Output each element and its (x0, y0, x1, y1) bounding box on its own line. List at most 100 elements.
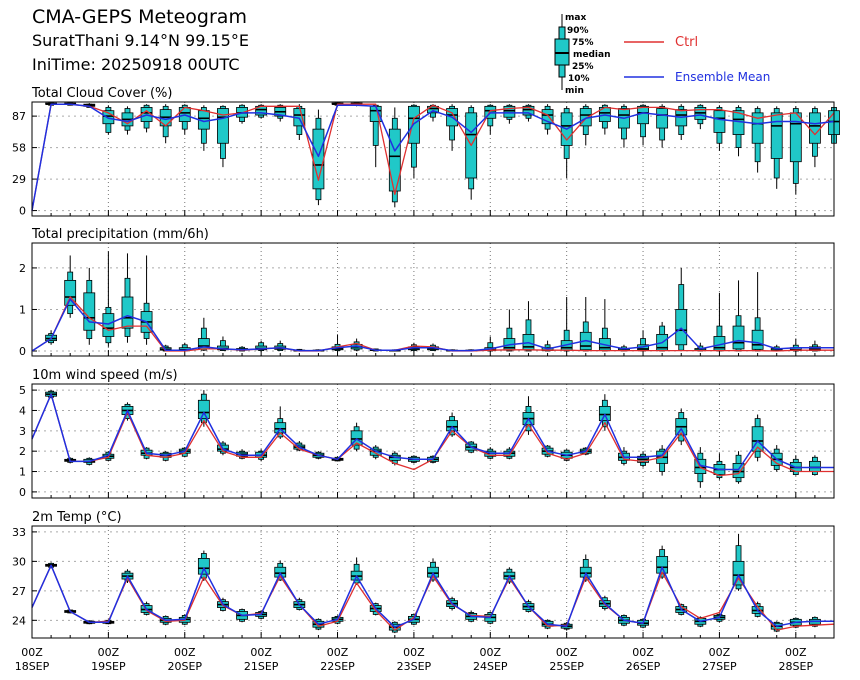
ensemble-box (159, 104, 172, 144)
box-inner (217, 108, 229, 144)
ensemble-box (789, 338, 802, 352)
ensemble-box (140, 104, 153, 133)
x-tick-label: 27SEP (702, 660, 737, 673)
box-inner (197, 399, 210, 420)
ctrl-series-line (31, 564, 835, 631)
ensemble-box (121, 106, 134, 135)
ctrl-series-line (31, 103, 835, 211)
ensemble-box (770, 106, 783, 189)
panel-title: Total precipitation (mm/6h) (31, 227, 209, 242)
x-tick-label: 00Z (174, 646, 196, 659)
mean-series-line (31, 393, 834, 471)
mean-series-line (31, 564, 834, 628)
box-inner (522, 105, 535, 116)
box-inner (350, 430, 363, 446)
x-tick-label: 24SEP (473, 660, 508, 673)
y-tick-label: 1 (19, 466, 26, 479)
ensemble-box (656, 321, 669, 352)
init-time-label: IniTime: 20250918 00UTC (32, 55, 240, 74)
ensemble-box (618, 104, 630, 148)
ensemble-box (713, 105, 726, 151)
box-inner (121, 296, 134, 329)
y-tick-label: 27 (12, 585, 26, 598)
box-inner (446, 420, 458, 432)
legend-box-glyph (554, 14, 570, 90)
x-tick-label: 00Z (709, 646, 731, 659)
legend-mean-label: Ensemble Mean (675, 70, 770, 84)
box-inner (197, 558, 210, 575)
box-inner (713, 110, 726, 133)
box-inner (503, 105, 516, 118)
x-tick-label: 26SEP (626, 660, 661, 673)
x-tick-label: 19SEP (91, 660, 126, 673)
ensemble-box (560, 106, 573, 178)
panel-4: 2m Temp (°C) 24 27 30 33 (12, 510, 835, 639)
x-tick-label: 25SEP (549, 660, 584, 673)
panel-2: Total precipitation (mm/6h) 0 1 2 (19, 227, 835, 358)
x-tick-label: 20SEP (167, 660, 202, 673)
box-inner (732, 462, 745, 479)
ensemble-box (197, 550, 210, 582)
panel-title: 2m Temp (°C) (32, 510, 122, 525)
ensemble-box (274, 340, 287, 352)
ensemble-box (809, 455, 821, 476)
y-tick-label: 2 (19, 262, 26, 275)
y-tick-label: 87 (12, 110, 26, 123)
ensemble-box (656, 104, 669, 148)
ensemble-box (713, 292, 726, 352)
ensemble-box (522, 396, 535, 435)
y-tick-label: 3 (19, 425, 26, 438)
mean-series-line (31, 298, 834, 352)
y-tick-label: 1 (19, 303, 26, 316)
ensemble-box (484, 104, 497, 135)
box-inner (656, 556, 669, 574)
box-outer (487, 342, 494, 352)
ensemble-box (732, 280, 745, 352)
box-inner (598, 405, 611, 422)
box-inner (64, 279, 77, 306)
legend-box-label: 75% (572, 38, 594, 48)
ensemble-box (560, 297, 573, 352)
box-inner (789, 112, 802, 163)
y-tick-label: 24 (12, 614, 26, 627)
box-inner (809, 112, 821, 144)
y-tick-label: 5 (19, 384, 26, 397)
panel-title: 10m wind speed (m/s) (32, 368, 178, 383)
panel-frame (31, 101, 835, 217)
panel-1: Total Cloud Cover (%) 0 29 58 87 (12, 86, 840, 218)
ensemble-box (809, 106, 821, 168)
ctrl-series-line (31, 296, 834, 352)
x-tick-label: 18SEP (15, 660, 50, 673)
x-tick-label: 22SEP (320, 660, 355, 673)
ensemble-box (637, 451, 649, 468)
ensemble-box (178, 104, 191, 135)
ensemble-box (274, 560, 287, 582)
box-inner (751, 329, 764, 350)
x-tick-label: 28SEP (779, 660, 814, 673)
location-label: SuratThani 9.14°N 99.15°E (32, 31, 249, 50)
x-tick-label: 00Z (632, 646, 654, 659)
box-inner (809, 460, 821, 472)
box-inner (751, 112, 764, 144)
box-inner (102, 110, 115, 125)
legend: max 90% 75% median 25% 10% min Ctrl Ense… (554, 13, 770, 96)
box-inner (637, 105, 649, 125)
ensemble-box (274, 104, 287, 122)
box-inner (751, 426, 764, 452)
y-tick-label: 33 (12, 526, 26, 539)
ensemble-box (579, 297, 592, 352)
panel-frame (31, 525, 835, 639)
ensemble-box (102, 105, 115, 135)
ensemble-box (83, 267, 96, 345)
x-tick-label: 00Z (480, 646, 502, 659)
box-inner (274, 422, 287, 434)
y-tick-label: 2 (19, 445, 26, 458)
box-inner (102, 313, 115, 337)
legend-box-label: median (573, 50, 611, 60)
ensemble-box (656, 545, 669, 580)
box-inner (732, 560, 745, 586)
y-tick-label: 30 (12, 555, 26, 568)
x-tick-label: 00Z (785, 646, 807, 659)
legend-box-label: 25% (572, 62, 594, 72)
